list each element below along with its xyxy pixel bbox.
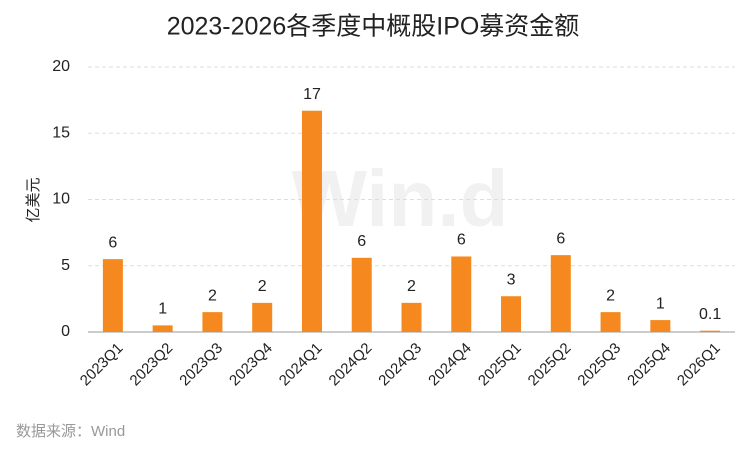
- bar: [451, 256, 472, 332]
- data-label: 3: [507, 271, 516, 288]
- data-label: 2: [208, 287, 217, 304]
- bar: [501, 296, 522, 332]
- data-label: 1: [656, 295, 665, 312]
- x-tick-label: 2024Q4: [425, 340, 475, 390]
- x-tick-label: 2025Q4: [624, 340, 674, 390]
- bar: [650, 320, 671, 332]
- data-label: 17: [303, 86, 321, 103]
- x-tick-label: 2023Q4: [226, 340, 276, 390]
- y-tick-label: 20: [52, 58, 70, 75]
- bar: [301, 110, 322, 332]
- x-tick-label: 2026Q1: [674, 340, 724, 390]
- bar: [102, 259, 123, 332]
- data-label: 6: [556, 230, 565, 247]
- y-tick-label: 15: [52, 124, 70, 141]
- data-label: 2: [606, 287, 615, 304]
- y-tick-label: 0: [61, 323, 70, 340]
- x-tick-label: 2024Q1: [276, 340, 326, 390]
- data-label: 2: [258, 278, 267, 295]
- x-tick-label: 2025Q1: [475, 340, 525, 390]
- bar: [152, 325, 173, 332]
- x-tick-label: 2025Q2: [525, 340, 575, 390]
- watermark: Win.d: [292, 154, 509, 243]
- x-tick-label: 2023Q3: [176, 340, 226, 390]
- data-label: 6: [457, 232, 466, 249]
- bar: [550, 255, 571, 332]
- data-label: 6: [357, 233, 366, 250]
- bar: [700, 330, 721, 332]
- x-tick-label: 2025Q3: [574, 340, 624, 390]
- x-tick-label: 2023Q2: [127, 340, 177, 390]
- x-tick-label: 2023Q1: [77, 340, 127, 390]
- y-tick-label: 10: [52, 191, 70, 208]
- source-note: 数据来源：Wind: [16, 423, 125, 440]
- chart-title: 2023-2026各季度中概股IPO募资金额: [167, 13, 580, 41]
- bar: [401, 302, 422, 332]
- bar: [351, 257, 372, 332]
- data-label: 0.1: [699, 306, 721, 323]
- data-label: 1: [158, 301, 167, 318]
- bar: [600, 312, 621, 332]
- bar: [202, 312, 223, 332]
- bar: [252, 302, 273, 332]
- y-axis-label: 亿美元: [25, 177, 42, 222]
- y-tick-label: 5: [61, 257, 70, 274]
- x-tick-label: 2024Q3: [375, 340, 425, 390]
- data-label: 2: [407, 278, 416, 295]
- x-tick-label: 2024Q2: [326, 340, 376, 390]
- data-label: 6: [108, 234, 117, 251]
